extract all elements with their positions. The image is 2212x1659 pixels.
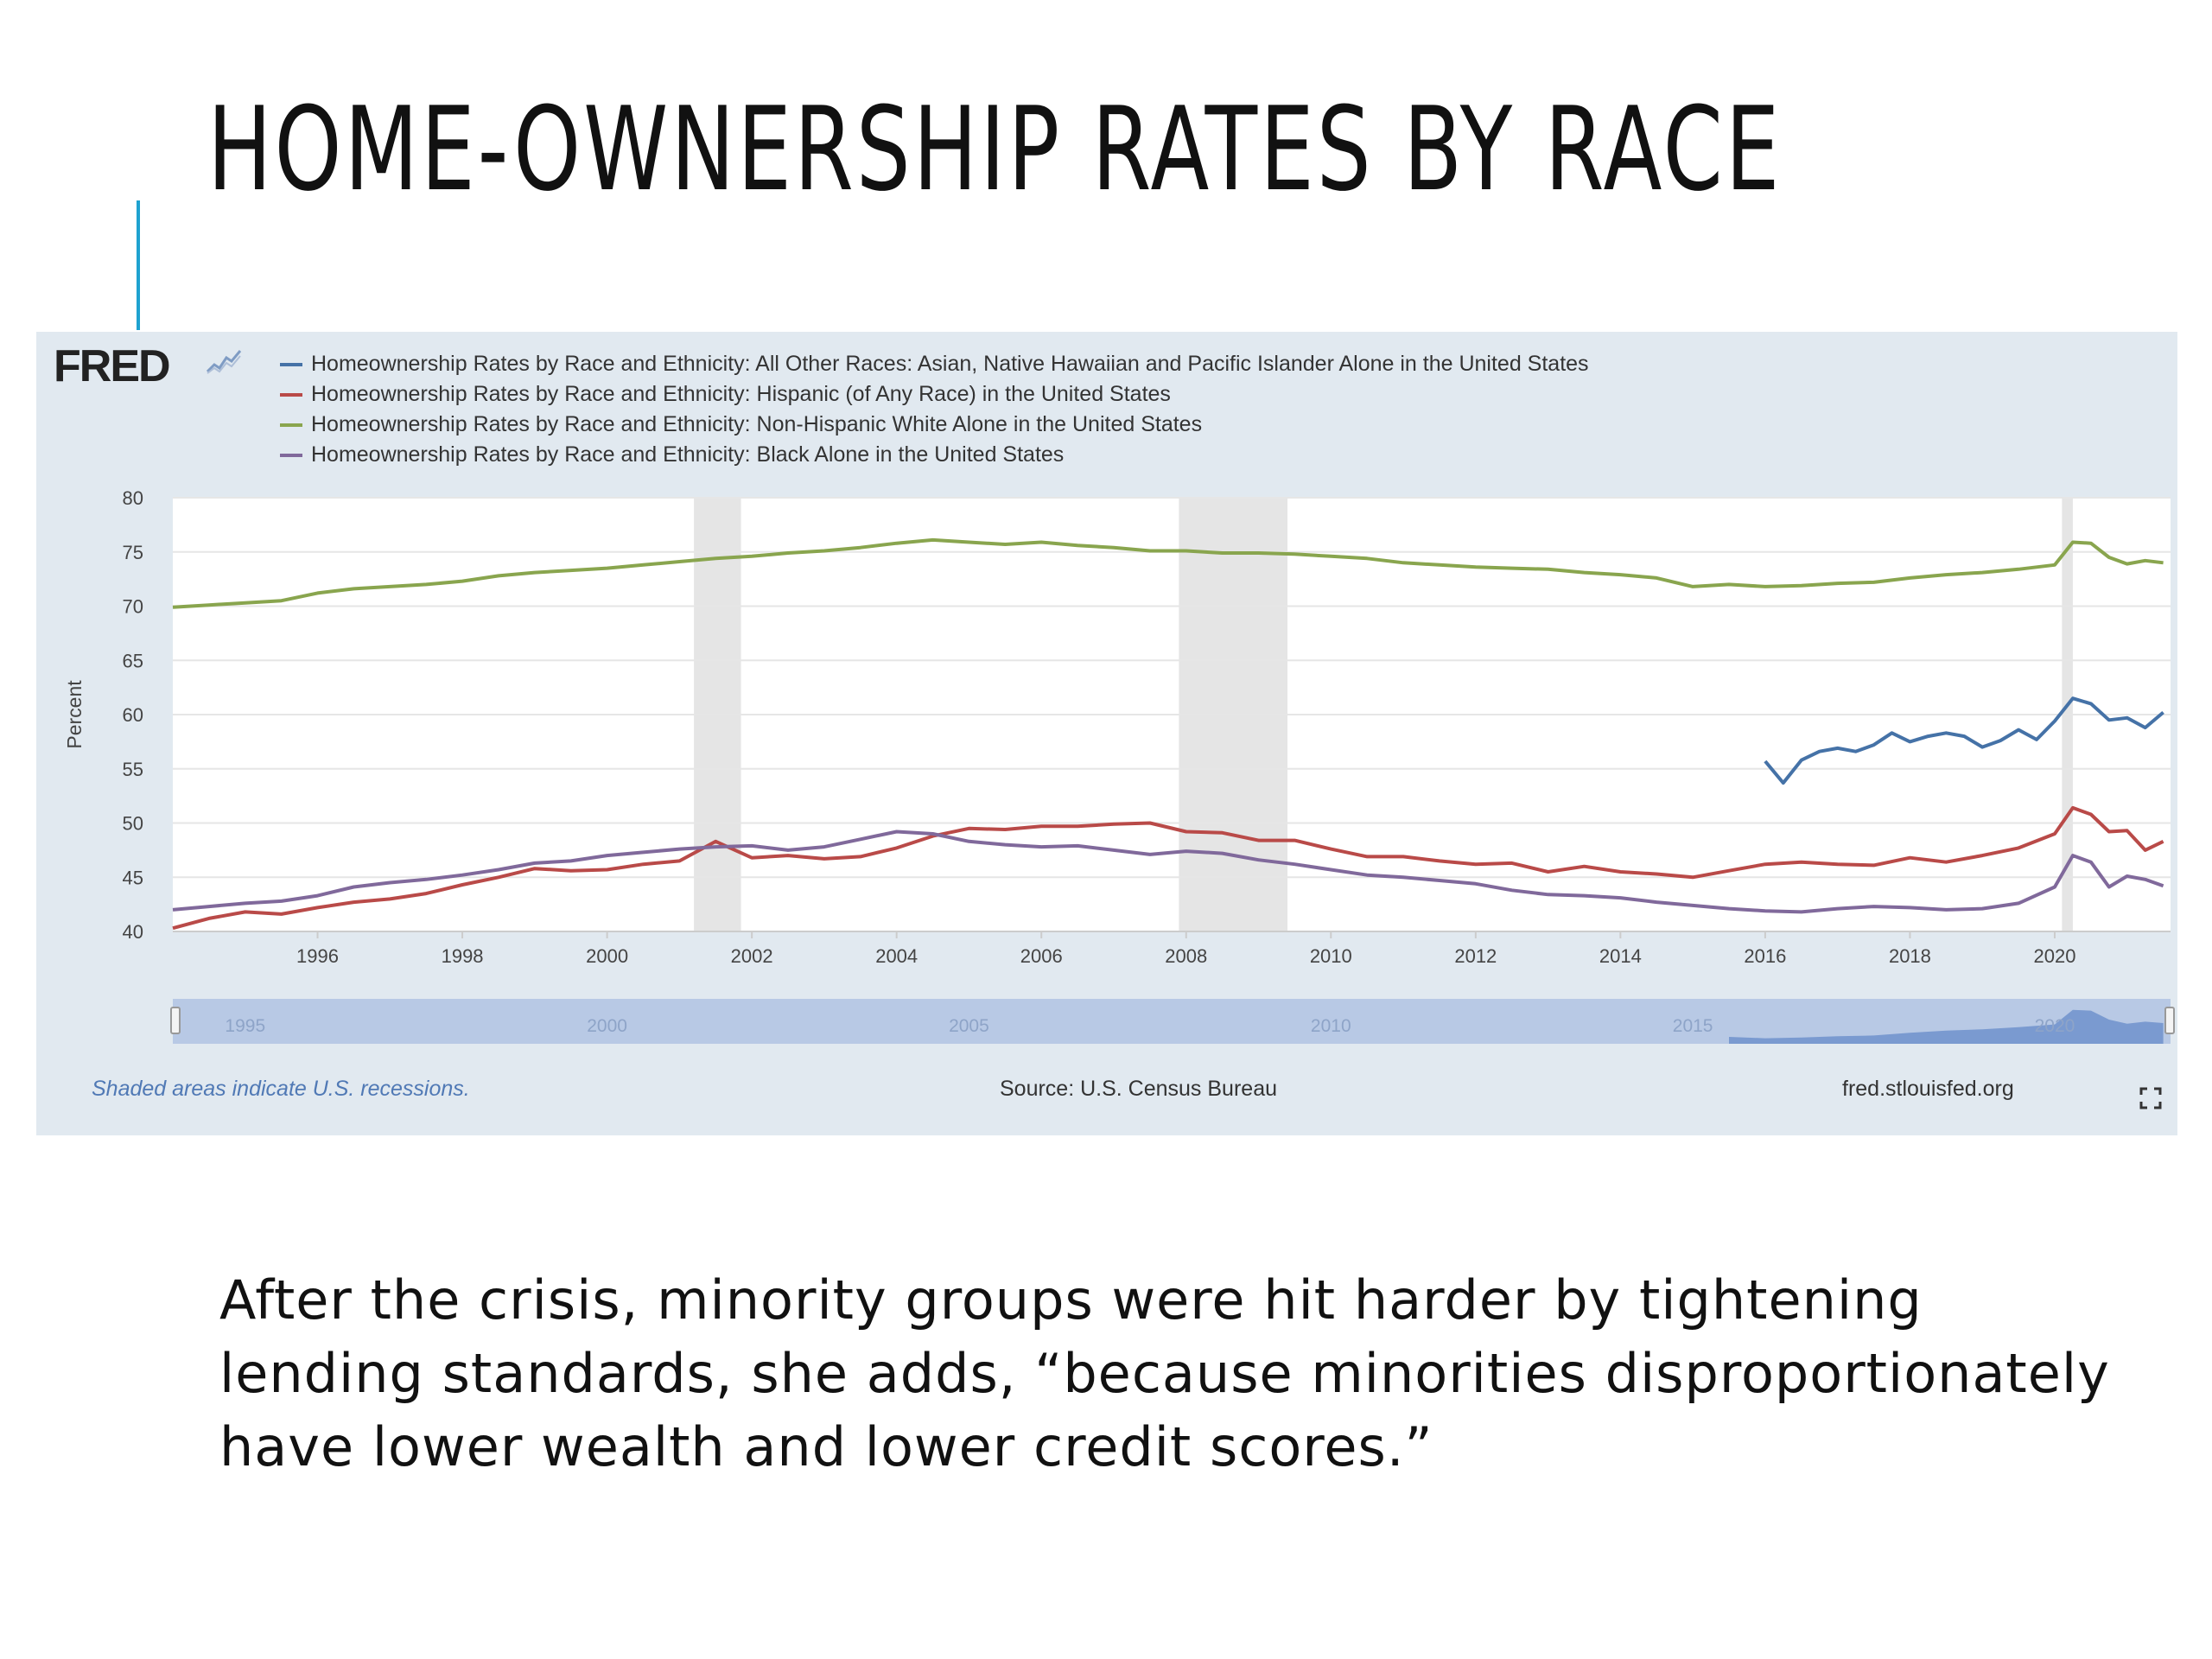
legend-swatch <box>280 392 302 397</box>
navigator-label: 2020 <box>2035 1016 2075 1036</box>
navigator-label: 1995 <box>225 1016 265 1036</box>
y-tick-label: 40 <box>123 921 143 943</box>
slide-title: HOME-OWNERSHIP RATES BY RACE <box>207 82 1783 217</box>
recession-note: Shaded areas indicate U.S. recessions. <box>92 1077 470 1101</box>
chart-legend: Homeownership Rates by Race and Ethnicit… <box>280 349 1589 470</box>
x-tick-label: 2012 <box>1454 945 1497 967</box>
legend-swatch <box>280 453 302 457</box>
series-line <box>172 830 2164 914</box>
navigator-label: 2015 <box>1673 1016 1713 1036</box>
legend-label: Homeownership Rates by Race and Ethnicit… <box>311 352 1589 376</box>
y-tick-label: 75 <box>123 542 143 563</box>
y-axis-title: Percent <box>63 680 86 749</box>
x-tick-label: 2006 <box>1020 945 1063 967</box>
legend-label: Homeownership Rates by Race and Ethnicit… <box>311 382 1171 406</box>
x-tick-label: 2002 <box>731 945 773 967</box>
legend-label: Homeownership Rates by Race and Ethnicit… <box>311 442 1065 467</box>
navigator-series <box>1729 1009 2164 1044</box>
legend-label: Homeownership Rates by Race and Ethnicit… <box>311 412 1203 436</box>
legend-item[interactable]: Homeownership Rates by Race and Ethnicit… <box>280 440 1589 470</box>
fullscreen-icon[interactable] <box>2139 1087 2162 1109</box>
x-tick-label: 2016 <box>1744 945 1786 967</box>
x-tick-label: 2004 <box>875 945 918 967</box>
y-tick-label: 65 <box>123 650 143 671</box>
legend-swatch <box>280 362 302 366</box>
navigator-handle[interactable] <box>2164 1007 2175 1034</box>
x-tick-label: 2018 <box>1889 945 1931 967</box>
navigator-label: 2005 <box>949 1016 989 1036</box>
legend-item[interactable]: Homeownership Rates by Race and Ethnicit… <box>280 349 1589 379</box>
source-text: Source: U.S. Census Bureau <box>1000 1077 1277 1101</box>
y-tick-label: 55 <box>123 759 143 780</box>
x-tick-label: 1998 <box>442 945 484 967</box>
fred-logo[interactable]: FRED <box>54 341 171 391</box>
navigator-label: 2010 <box>1311 1016 1351 1036</box>
navigator-handle[interactable] <box>170 1007 181 1034</box>
y-tick-label: 45 <box>123 867 143 888</box>
x-tick-label: 2008 <box>1165 945 1207 967</box>
fred-site-link[interactable]: fred.stlouisfed.org <box>1842 1077 2014 1101</box>
slide-caption: After the crisis, minority groups were h… <box>219 1268 2110 1478</box>
x-tick-label: 1996 <box>296 945 339 967</box>
y-tick-label: 60 <box>123 704 143 726</box>
y-tick-label: 80 <box>123 487 143 509</box>
x-tick-label: 2000 <box>586 945 628 967</box>
series-line <box>1764 696 2164 785</box>
x-tick-label: 2020 <box>2033 945 2075 967</box>
line-chart: 40 45 50 55 60 65 70 75 80 1996 1998 2000 2002 2004 20… <box>63 487 2175 1044</box>
x-tick-label: 2014 <box>1599 945 1642 967</box>
legend-item[interactable]: Homeownership Rates by Race and Ethnicit… <box>280 410 1589 440</box>
x-tick-label: 2010 <box>1310 945 1352 967</box>
legend-item[interactable]: Homeownership Rates by Race and Ethnicit… <box>280 379 1589 410</box>
legend-swatch <box>280 423 302 427</box>
accent-line <box>137 200 140 330</box>
series-line <box>172 537 2164 609</box>
navigator-label: 2000 <box>587 1016 627 1036</box>
y-tick-label: 70 <box>123 596 143 618</box>
fred-chart-panel: FRED Homeownership Rates by Race and Eth… <box>36 332 2177 1135</box>
line-graph-icon <box>206 348 243 374</box>
y-tick-label: 50 <box>123 813 143 835</box>
series-line <box>172 805 2164 931</box>
